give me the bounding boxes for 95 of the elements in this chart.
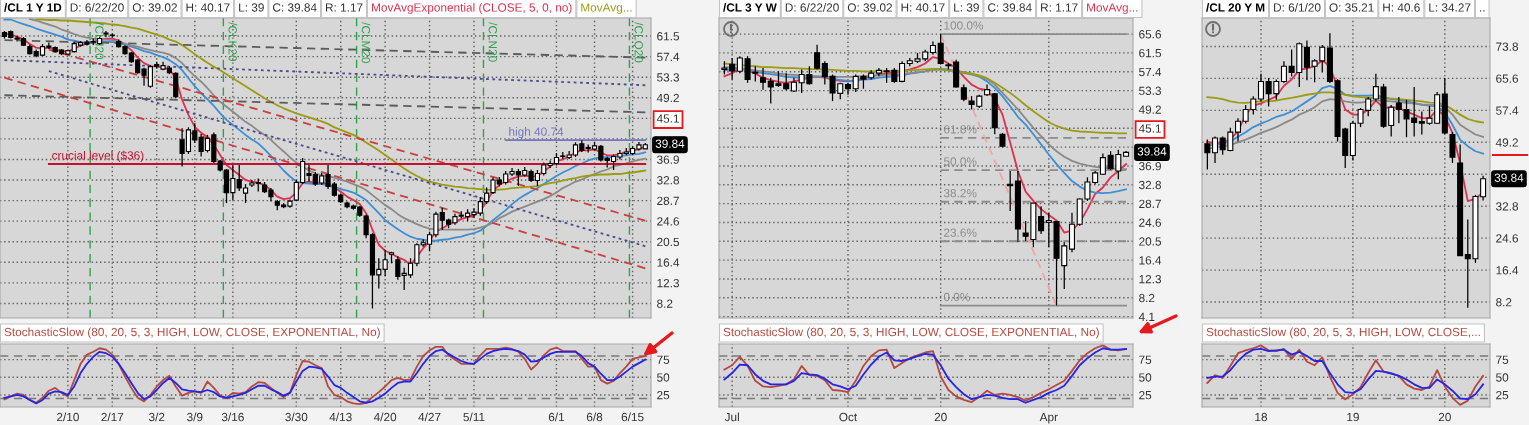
y-tick-label: 32.8 bbox=[1496, 202, 1519, 211]
y-tick-label: 65.6 bbox=[1496, 74, 1519, 83]
y-tick-label: 49.2 bbox=[1138, 105, 1161, 114]
candlestick bbox=[1204, 138, 1211, 171]
y-tick-label: 20.5 bbox=[657, 237, 680, 247]
x-tick-label: 2/17 bbox=[101, 412, 124, 422]
y-tick-label: 32.8 bbox=[1139, 180, 1162, 190]
text: H: 40.6 bbox=[1383, 3, 1420, 12]
y-tick-label: 12.3 bbox=[657, 278, 680, 288]
y-tick-label: 75 bbox=[1496, 355, 1509, 364]
series-label: 61.8% bbox=[944, 125, 977, 134]
text: C: 39.84 bbox=[988, 3, 1032, 12]
text: D: 6/22/20 bbox=[785, 3, 839, 12]
y-tick-label: 45.1 bbox=[1138, 124, 1161, 133]
x-tick-label: 3/30 bbox=[285, 412, 308, 422]
x-tick-label: 6/1 bbox=[548, 412, 565, 422]
y-tick-label: 49.2 bbox=[1495, 138, 1518, 147]
y-tick-label: 73.8 bbox=[1496, 42, 1519, 51]
candlestick bbox=[1212, 135, 1219, 164]
y-tick-label: 75 bbox=[657, 355, 670, 364]
x-tick-label: 20 bbox=[934, 412, 947, 422]
x-tick-label: Apr bbox=[1039, 412, 1058, 424]
x-tick-label: 4/13 bbox=[329, 412, 352, 422]
y-tick-label: 25 bbox=[657, 391, 670, 400]
y-tick-label: 36.9 bbox=[1139, 161, 1161, 171]
candlestick bbox=[1257, 73, 1264, 103]
series-label: 50.0% bbox=[943, 157, 977, 166]
y-tick-label: 50 bbox=[1139, 373, 1152, 382]
chart-title: StochasticSlow (80, 20, 5, 3, HIGH, LOW, CLOSE,... bbox=[1206, 327, 1480, 339]
y-tick-label: 25 bbox=[1139, 391, 1152, 400]
annotation: 39.84 bbox=[1494, 173, 1524, 182]
series-label: 38.2% bbox=[943, 188, 977, 198]
series-label: 0.0% bbox=[943, 292, 970, 302]
text: D: 6/1/20 bbox=[1274, 3, 1321, 12]
text: O: 39.02 bbox=[847, 3, 892, 12]
text: L: 34.27 bbox=[1429, 3, 1471, 12]
candlestick bbox=[844, 82, 852, 96]
x-tick-label: 6/15 bbox=[621, 412, 644, 422]
text: MovAvg... bbox=[1087, 3, 1138, 14]
candlestick bbox=[759, 67, 767, 91]
x-tick-label: 2/10 bbox=[57, 412, 79, 422]
y-tick-label: 16.4 bbox=[657, 258, 680, 267]
x-tick-label: Jul bbox=[724, 412, 739, 422]
x-tick-label: 3/2 bbox=[148, 412, 165, 422]
y-tick-label: 24.6 bbox=[1496, 234, 1519, 243]
candlestick bbox=[1234, 117, 1242, 143]
y-tick-label: 8.2 bbox=[1496, 298, 1512, 307]
y-tick-label: 8.2 bbox=[657, 299, 673, 308]
y-tick-label: 57.4 bbox=[1496, 106, 1519, 115]
y-tick-label: 75 bbox=[1139, 355, 1152, 364]
y-tick-label: 24.6 bbox=[1139, 218, 1162, 227]
x-tick-label: 18 bbox=[1255, 412, 1268, 422]
y-tick-label: 20.5 bbox=[1139, 237, 1162, 246]
y-tick-label: 65.6 bbox=[1139, 30, 1162, 39]
candlestick bbox=[937, 33, 944, 66]
text: L: 39 bbox=[954, 3, 979, 12]
candlestick bbox=[814, 44, 821, 71]
y-tick-label: 16.4 bbox=[1496, 266, 1519, 275]
y-tick-label: 32.8 bbox=[657, 176, 680, 185]
x-tick-label: 3/16 bbox=[221, 412, 244, 422]
y-tick-label: 4.1 bbox=[1138, 312, 1155, 321]
x-tick-label: 4/27 bbox=[418, 412, 441, 422]
chart-title: StochasticSlow (80, 20, 5, 3, HIGH, LOW, CLOSE, EXPONENTIAL, No) bbox=[4, 327, 380, 339]
annotation: 39.84 bbox=[1137, 147, 1167, 156]
y-tick-label: 28.7 bbox=[1139, 199, 1161, 208]
y-tick-label: 24.6 bbox=[657, 217, 680, 226]
x-tick-label: 20 bbox=[1438, 412, 1451, 422]
y-tick-label: 57.4 bbox=[1139, 67, 1162, 77]
y-tick-label: 8.2 bbox=[1139, 293, 1155, 303]
x-tick-label: 6/8 bbox=[586, 412, 603, 422]
x-tick-label: Oct bbox=[839, 412, 858, 422]
y-tick-label: 16.4 bbox=[1139, 256, 1162, 265]
y-tick-label: 50 bbox=[1496, 373, 1509, 382]
y-tick-label: 53.3 bbox=[1139, 86, 1162, 95]
text: H: 40.17 bbox=[901, 3, 945, 12]
series-label: 23.6% bbox=[944, 228, 977, 237]
x-tick-label: 5/11 bbox=[463, 412, 485, 422]
candlestick bbox=[1280, 60, 1287, 84]
candlestick bbox=[1038, 205, 1045, 235]
chart-title: /CL 3 Y W bbox=[723, 3, 777, 12]
series-label: 100.0% bbox=[944, 21, 984, 30]
chart-title: /CL 20 Y M bbox=[1206, 3, 1265, 12]
text: O: 35.21 bbox=[1329, 3, 1374, 12]
y-tick-label: 50 bbox=[657, 373, 670, 382]
x-tick-label: 19 bbox=[1347, 412, 1359, 422]
y-tick-label: 28.7 bbox=[657, 196, 679, 205]
y-tick-label: 25 bbox=[1496, 391, 1509, 400]
chart-title: StochasticSlow (80, 20, 5, 3, HIGH, LOW, CLOSE, EXPONENTIAL, No) bbox=[723, 327, 1099, 339]
text: R: 1.17 bbox=[1041, 3, 1078, 12]
x-tick-label: 3/9 bbox=[187, 412, 203, 422]
x-tick-label: 4/20 bbox=[373, 412, 397, 422]
candlestick bbox=[1449, 131, 1456, 164]
y-tick-label: 12.3 bbox=[1139, 274, 1162, 284]
text: .. bbox=[1480, 10, 1485, 12]
y-tick-label: 61.5 bbox=[1139, 48, 1162, 58]
